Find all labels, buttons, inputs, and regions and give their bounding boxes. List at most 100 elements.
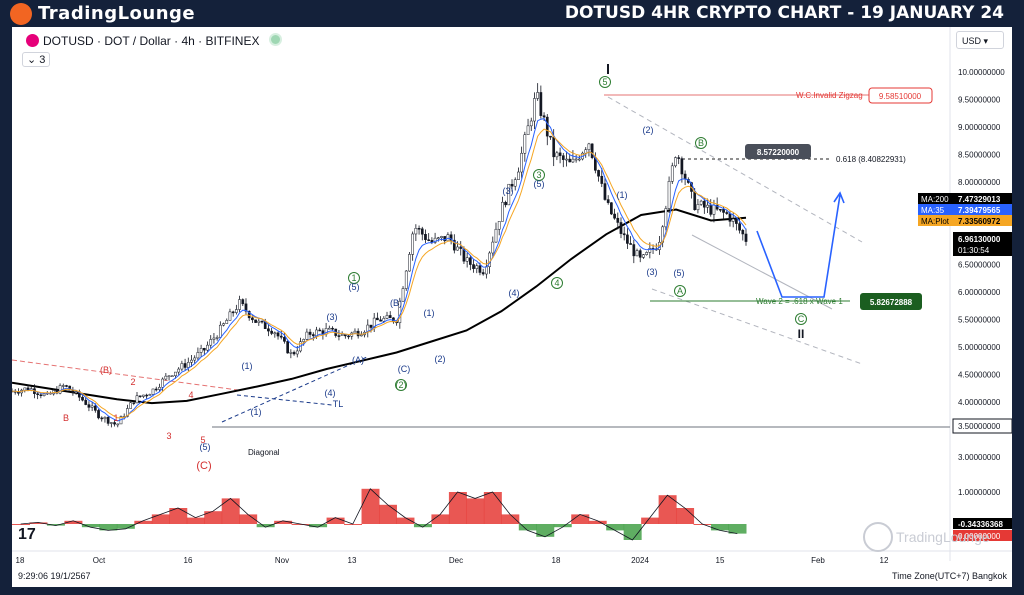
red-trendline[interactable] [12, 359, 239, 391]
candle-body[interactable] [597, 170, 600, 177]
candle-body[interactable] [523, 134, 527, 154]
candle-body[interactable] [138, 395, 142, 398]
candle-body[interactable] [577, 158, 581, 161]
candle-body[interactable] [161, 378, 164, 388]
candle-body[interactable] [65, 385, 68, 387]
maplot-badge[interactable] [918, 215, 953, 226]
projection-path[interactable] [756, 194, 841, 298]
candle-body[interactable] [728, 213, 732, 222]
candle-body[interactable] [459, 246, 463, 249]
candle-body[interactable] [699, 200, 703, 205]
candle-body[interactable] [424, 234, 427, 240]
candle-body[interactable] [251, 317, 254, 321]
ma35-value-box[interactable] [953, 204, 1012, 215]
indicator-layers-toggle[interactable]: ⌄ 3 [22, 52, 51, 67]
diagonal-upper-line[interactable] [221, 356, 368, 423]
candle-body[interactable] [369, 324, 373, 328]
candle-body[interactable] [670, 165, 674, 182]
candle-body[interactable] [267, 328, 270, 332]
candle-body[interactable] [116, 423, 120, 426]
candle-body[interactable] [664, 208, 668, 228]
candle-body[interactable] [417, 228, 421, 230]
candle-body[interactable] [481, 272, 485, 275]
candle-body[interactable] [536, 92, 540, 99]
candle-body[interactable] [510, 183, 514, 187]
candle-body[interactable] [154, 388, 158, 391]
last-price-box[interactable] [953, 232, 1012, 256]
candle-body[interactable] [372, 317, 376, 328]
candle-body[interactable] [702, 200, 706, 208]
candle-body[interactable] [113, 422, 116, 425]
candle-body[interactable] [667, 181, 671, 209]
candle-body[interactable] [629, 243, 632, 245]
candle-body[interactable] [241, 299, 245, 305]
candle-body[interactable] [327, 327, 331, 330]
candle-body[interactable] [340, 334, 344, 336]
candle-body[interactable] [456, 246, 459, 251]
candle-body[interactable] [619, 222, 623, 234]
candle-body[interactable] [520, 152, 523, 173]
candle-body[interactable] [555, 152, 559, 158]
candle-body[interactable] [270, 330, 273, 334]
candle-body[interactable] [228, 311, 232, 321]
candle-body[interactable] [215, 337, 219, 339]
candle-body[interactable] [68, 385, 72, 391]
candle-body[interactable] [449, 234, 453, 241]
candle-body[interactable] [616, 217, 620, 223]
candle-body[interactable] [638, 250, 642, 258]
candle-body[interactable] [549, 135, 552, 138]
fib-price-box[interactable] [745, 144, 811, 159]
candle-body[interactable] [446, 234, 450, 242]
candle-body[interactable] [164, 375, 168, 380]
candle-body[interactable] [645, 252, 648, 255]
candle-body[interactable] [513, 179, 517, 187]
candle-body[interactable] [42, 393, 46, 396]
candle-body[interactable] [174, 371, 177, 376]
candle-body[interactable] [497, 221, 501, 230]
candle-body[interactable] [680, 158, 684, 175]
candle-body[interactable] [379, 319, 382, 322]
candle-body[interactable] [110, 422, 113, 424]
symbol-legend[interactable]: DOTUSD · DOT / Dollar · 4h · BITFINEX [26, 33, 283, 48]
candle-body[interactable] [382, 318, 386, 322]
candle-body[interactable] [719, 208, 722, 211]
candle-body[interactable] [388, 315, 392, 319]
candle-body[interactable] [465, 257, 469, 262]
candle-body[interactable] [709, 204, 713, 215]
ma35-badge[interactable] [918, 204, 953, 215]
candle-body[interactable] [517, 171, 520, 180]
ma35-line[interactable] [12, 118, 747, 422]
candle-body[interactable] [305, 331, 309, 340]
candle-body[interactable] [145, 394, 148, 397]
candle-body[interactable] [731, 218, 735, 222]
candle-body[interactable] [81, 396, 84, 401]
candle-body[interactable] [273, 332, 277, 335]
candle-body[interactable] [683, 173, 687, 180]
candle-body[interactable] [260, 320, 264, 323]
candle-body[interactable] [347, 335, 350, 338]
candle-body[interactable] [606, 199, 610, 203]
candle-body[interactable] [225, 320, 229, 324]
candle-body[interactable] [574, 158, 578, 161]
candle-body[interactable] [276, 332, 280, 337]
candle-body[interactable] [414, 228, 418, 235]
candle-body[interactable] [331, 327, 334, 330]
candle-body[interactable] [491, 241, 495, 254]
candle-body[interactable] [722, 209, 725, 213]
candle-body[interactable] [279, 335, 283, 338]
candle-body[interactable] [235, 309, 238, 313]
candle-body[interactable] [712, 204, 716, 215]
candle-body[interactable] [17, 392, 20, 394]
candle-body[interactable] [196, 352, 200, 359]
candle-body[interactable] [436, 237, 440, 239]
candle-body[interactable] [84, 399, 88, 405]
candle-body[interactable] [632, 244, 636, 257]
candle-body[interactable] [603, 183, 607, 200]
candle-body[interactable] [100, 417, 104, 420]
candle-body[interactable] [600, 175, 604, 184]
candle-body[interactable] [440, 236, 443, 238]
candle-body[interactable] [209, 339, 213, 346]
candle-body[interactable] [106, 417, 110, 424]
candle-body[interactable] [561, 155, 565, 160]
candle-body[interactable] [222, 323, 225, 326]
